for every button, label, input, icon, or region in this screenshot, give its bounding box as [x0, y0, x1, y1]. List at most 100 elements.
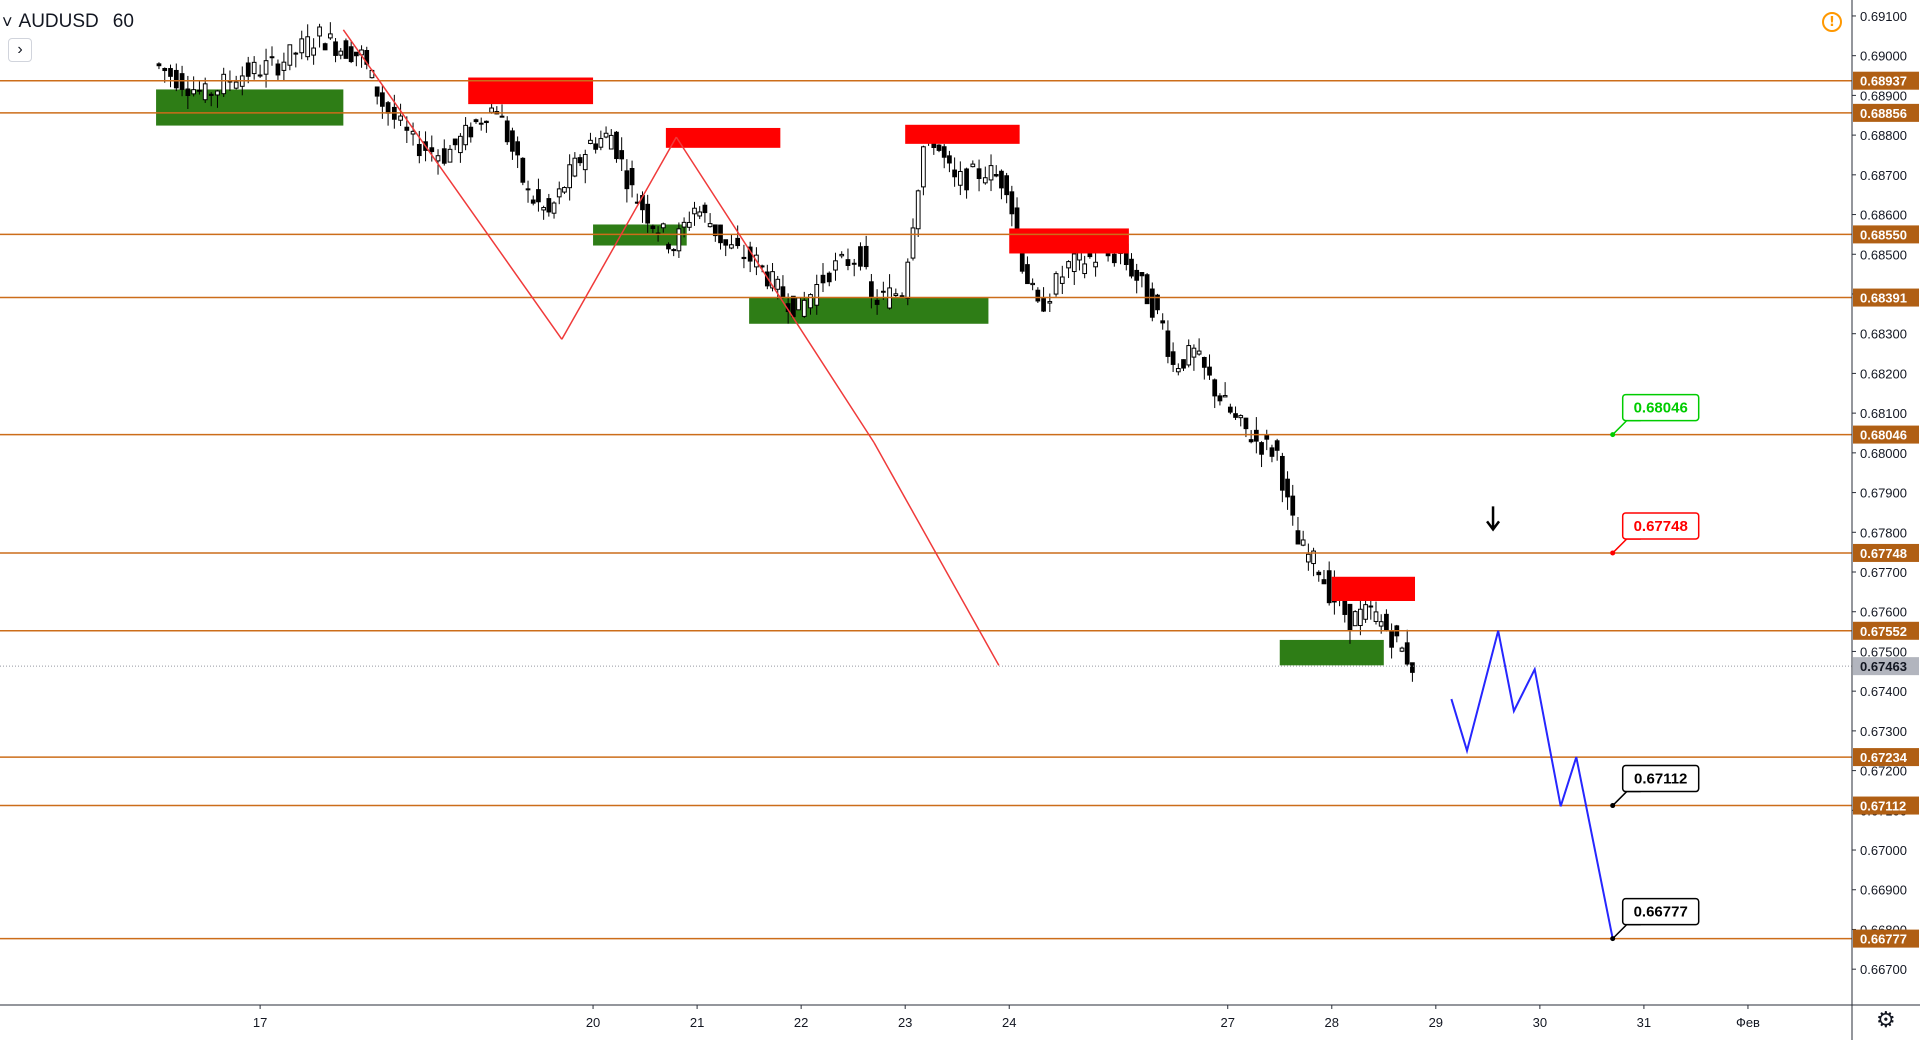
price-label-tag-text: 0.67234	[1860, 750, 1908, 765]
candle-body	[1030, 282, 1036, 286]
resistance-zone[interactable]	[1331, 576, 1416, 601]
price-tick-label: 0.66900	[1860, 883, 1907, 898]
price-label-tag[interactable]	[1853, 796, 1919, 815]
price-label-tag-text: 0.67748	[1860, 546, 1907, 561]
candle-body	[1129, 258, 1134, 277]
candle-body	[1047, 301, 1053, 304]
price-tick-label: 0.69000	[1860, 49, 1907, 64]
price-tick-label: 0.66700	[1860, 962, 1907, 977]
price-label-tag[interactable]	[1853, 543, 1919, 562]
candle-body	[1160, 320, 1166, 324]
callout-box[interactable]	[1621, 512, 1700, 540]
time-tick-label: 22	[794, 1015, 808, 1030]
candle-body	[957, 170, 963, 186]
price-label-tag[interactable]	[1853, 288, 1919, 307]
price-tick-label: 0.68300	[1860, 327, 1907, 342]
resistance-zone[interactable]	[468, 77, 594, 105]
candle-body	[893, 293, 899, 297]
candle-body	[666, 243, 671, 250]
collapse-legend-button[interactable]: ›	[8, 38, 32, 62]
zigzag-line[interactable]	[561, 136, 677, 340]
timeframe-label: 60	[112, 11, 134, 32]
candle-body	[993, 174, 999, 177]
settings-gear-icon[interactable]: ⚙	[1876, 1008, 1896, 1033]
candle-body	[1175, 368, 1181, 373]
forecast-path[interactable]	[1450, 630, 1614, 939]
candle-body	[441, 148, 447, 164]
candle-body	[510, 130, 515, 152]
candle-body	[619, 150, 625, 160]
candle-body	[947, 155, 952, 164]
candle-body	[1352, 611, 1358, 627]
candle-body	[1404, 642, 1410, 665]
zigzag-line[interactable]	[873, 442, 1000, 666]
resistance-zone[interactable]	[665, 127, 781, 148]
price-label-tag-text: 0.67552	[1860, 624, 1907, 639]
candle-body	[874, 299, 880, 305]
candle-body	[520, 157, 526, 183]
candle-body	[650, 225, 656, 230]
price-label-tag-text: 0.67463	[1860, 659, 1907, 674]
candle-body	[1053, 273, 1059, 295]
candle-body	[1253, 429, 1259, 442]
price-tick-label: 0.67800	[1860, 525, 1907, 540]
candle-body	[1259, 442, 1264, 455]
candle-body	[525, 188, 531, 191]
candle-body	[598, 138, 604, 148]
price-tick-label: 0.67900	[1860, 486, 1907, 501]
candle-body	[567, 164, 573, 189]
candle-body	[215, 90, 220, 96]
price-tick-label: 0.68000	[1860, 446, 1907, 461]
price-axis[interactable]	[1852, 0, 1920, 1005]
resistance-zone[interactable]	[1009, 228, 1129, 254]
candle-body	[327, 33, 333, 39]
candle-body	[1321, 579, 1327, 585]
symbol-legend[interactable]: ˅ AUDUSD 60	[0, 10, 140, 34]
candle-body	[880, 290, 886, 293]
candle-body	[1368, 605, 1374, 608]
candle-body	[735, 237, 741, 247]
candle-body	[826, 272, 832, 283]
callout-box[interactable]	[1621, 393, 1700, 422]
candle-body	[1238, 415, 1244, 419]
symbol-menu-icon[interactable]: ˅	[2, 11, 13, 32]
candle-body	[311, 47, 316, 56]
time-axis[interactable]	[0, 1005, 1920, 1040]
arrow-down-icon[interactable]	[1486, 506, 1501, 532]
price-label-tag[interactable]	[1853, 103, 1919, 122]
zigzag-line[interactable]	[675, 136, 875, 443]
candle-body	[287, 44, 293, 66]
candle-body	[1311, 550, 1316, 565]
zigzag-line[interactable]	[342, 29, 563, 340]
callout-box[interactable]	[1621, 897, 1700, 926]
candle-body	[1144, 274, 1150, 305]
price-label-tag[interactable]	[1853, 929, 1919, 948]
candle-body	[1248, 439, 1254, 443]
price-label-tag[interactable]	[1853, 71, 1919, 90]
candle-body	[603, 132, 609, 138]
candle-body	[629, 168, 635, 186]
price-label-tag[interactable]	[1853, 621, 1919, 640]
candle-body	[851, 262, 857, 265]
price-label-tag[interactable]	[1853, 748, 1919, 767]
candle-body	[1004, 175, 1009, 196]
warning-icon[interactable]: !	[1822, 12, 1842, 32]
candle-body	[1207, 366, 1212, 376]
candle-body	[1222, 395, 1228, 398]
support-zone[interactable]	[749, 297, 989, 324]
candle-body	[536, 189, 541, 203]
price-label-tag[interactable]	[1853, 657, 1919, 676]
support-zone[interactable]	[1279, 639, 1384, 666]
candle-body	[1316, 571, 1322, 576]
callout-box[interactable]	[1621, 764, 1700, 793]
price-label-tag[interactable]	[1853, 425, 1919, 444]
price-label-tag[interactable]	[1853, 225, 1919, 244]
candle-body	[429, 147, 435, 153]
candle-body	[964, 168, 969, 191]
resistance-zone[interactable]	[905, 124, 1020, 144]
support-zone[interactable]	[156, 89, 344, 126]
candle-body	[582, 154, 588, 171]
candle-body	[1295, 530, 1301, 545]
candle-body	[692, 207, 697, 215]
